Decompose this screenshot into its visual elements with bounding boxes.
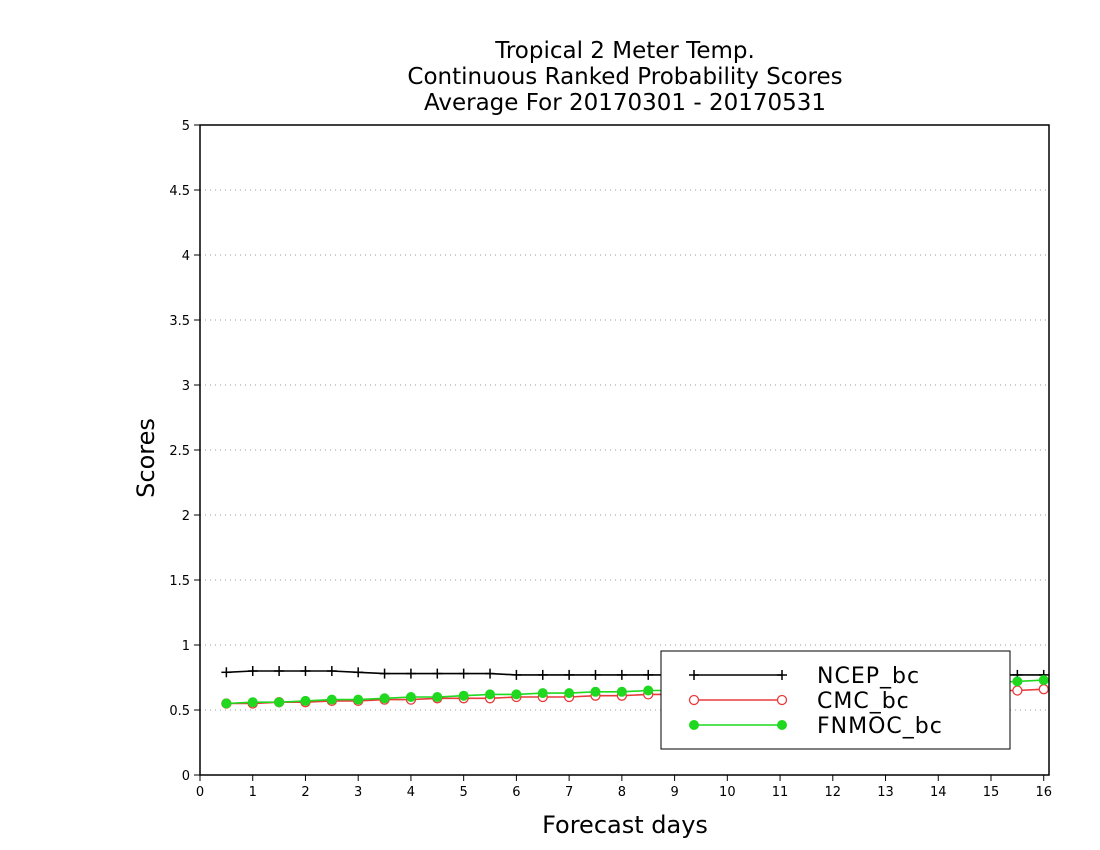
x-tick-label: 7 <box>565 785 573 800</box>
x-tick-label: 5 <box>460 785 468 800</box>
data-point-fnmoc-bc <box>458 690 469 701</box>
legend-marker-ncep-bc <box>689 670 699 680</box>
legend-marker-fnmoc-bc <box>777 720 787 730</box>
data-point-ncep-bc <box>616 669 627 680</box>
x-tick-label: 9 <box>670 785 678 800</box>
legend-marker-fnmoc-bc <box>689 720 699 730</box>
data-point-ncep-bc <box>458 668 469 679</box>
data-point-fnmoc-bc <box>590 686 601 697</box>
chart-title-line-1: Tropical 2 Meter Temp. <box>494 38 755 64</box>
x-tick-label: 12 <box>825 785 842 800</box>
x-tick-label: 16 <box>1035 785 1052 800</box>
data-point-fnmoc-bc <box>274 697 285 708</box>
data-point-ncep-bc <box>300 666 311 676</box>
x-tick-label: 1 <box>249 785 257 800</box>
data-point-fnmoc-bc <box>643 685 654 696</box>
chart-title-line-3: Average For 20170301 - 20170531 <box>424 90 826 116</box>
data-point-ncep-bc <box>537 669 548 680</box>
y-tick-label: 1.5 <box>169 574 190 589</box>
x-tick-label: 6 <box>512 785 520 800</box>
x-axis-title: Forecast days <box>542 811 708 839</box>
data-point-fnmoc-bc <box>564 688 575 699</box>
data-point-ncep-bc <box>643 669 654 680</box>
x-tick-label: 10 <box>719 785 736 800</box>
y-tick-label: 0.5 <box>169 704 190 719</box>
data-point-cmc-bc <box>1038 684 1049 695</box>
y-tick-label: 2.5 <box>169 444 190 459</box>
data-point-fnmoc-bc <box>485 689 496 700</box>
y-tick-label: 3.5 <box>169 314 190 329</box>
legend-marker-cmc-bc <box>776 694 788 706</box>
axis-ticks: 00.511.522.533.544.550 1 2 3 4 5 6 7 8 9 10 11 12 13 1… <box>169 119 1052 800</box>
x-tick-label: 11 <box>772 785 789 800</box>
data-point-fnmoc-bc <box>616 686 627 697</box>
legend-entry-cmc-bc: CMC_bc <box>688 689 910 714</box>
data-point-ncep-bc <box>485 668 496 679</box>
data-point-cmc-bc <box>1012 685 1023 696</box>
y-axis-title: Scores <box>132 418 160 498</box>
data-point-fnmoc-bc <box>300 695 311 706</box>
data-point-fnmoc-bc <box>511 689 522 700</box>
legend-entry-fnmoc-bc: FNMOC_bc <box>689 714 943 739</box>
x-tick-label: 2 <box>301 785 309 800</box>
data-point-ncep-bc <box>326 666 337 676</box>
legend-label-fnmoc-bc: FNMOC_bc <box>817 714 943 739</box>
y-tick-label: 2 <box>182 509 190 524</box>
legend-marker-ncep-bc <box>777 670 787 680</box>
data-point-fnmoc-bc <box>221 698 232 709</box>
data-point-ncep-bc <box>247 666 258 676</box>
legend-label-cmc-bc: CMC_bc <box>817 689 910 714</box>
x-tick-label: 0 <box>196 785 204 800</box>
y-tick-label: 4.5 <box>169 184 190 199</box>
data-point-fnmoc-bc <box>432 692 443 702</box>
data-point-ncep-bc <box>353 667 364 678</box>
legend-marker-cmc-bc <box>688 694 700 706</box>
data-point-fnmoc-bc <box>247 697 258 708</box>
data-point-ncep-bc <box>564 669 575 680</box>
data-point-fnmoc-bc <box>379 693 390 704</box>
data-point-ncep-bc <box>221 667 232 678</box>
x-tick-label: 15 <box>983 785 1000 800</box>
x-tick-label: 3 <box>354 785 362 800</box>
data-point-fnmoc-bc <box>1012 676 1023 687</box>
y-tick-label: 5 <box>182 119 190 134</box>
y-tick-label: 4 <box>182 249 190 264</box>
y-tick-label: 1 <box>182 639 190 654</box>
data-point-ncep-bc <box>590 669 601 680</box>
data-point-fnmoc-bc <box>1038 675 1049 686</box>
chart-title-line-2: Continuous Ranked Probability Scores <box>407 64 842 90</box>
data-point-ncep-bc <box>405 668 416 679</box>
x-tick-label: 13 <box>877 785 894 800</box>
legend-label-ncep-bc: NCEP_bc <box>817 664 920 689</box>
x-tick-label: 4 <box>407 785 415 800</box>
x-tick-label: 14 <box>930 785 947 800</box>
grid-lines <box>200 189 1049 711</box>
data-point-fnmoc-bc <box>353 694 364 705</box>
y-tick-label: 0 <box>182 769 190 784</box>
data-point-fnmoc-bc <box>405 692 416 702</box>
data-point-fnmoc-bc <box>537 688 548 699</box>
data-point-fnmoc-bc <box>326 694 337 705</box>
data-point-ncep-bc <box>274 666 285 676</box>
data-point-ncep-bc <box>432 668 443 679</box>
y-tick-label: 3 <box>182 379 190 394</box>
data-point-ncep-bc <box>511 669 522 680</box>
x-tick-label: 8 <box>618 785 626 800</box>
legend-entry-ncep-bc: NCEP_bc <box>689 664 920 689</box>
data-point-ncep-bc <box>379 668 390 679</box>
